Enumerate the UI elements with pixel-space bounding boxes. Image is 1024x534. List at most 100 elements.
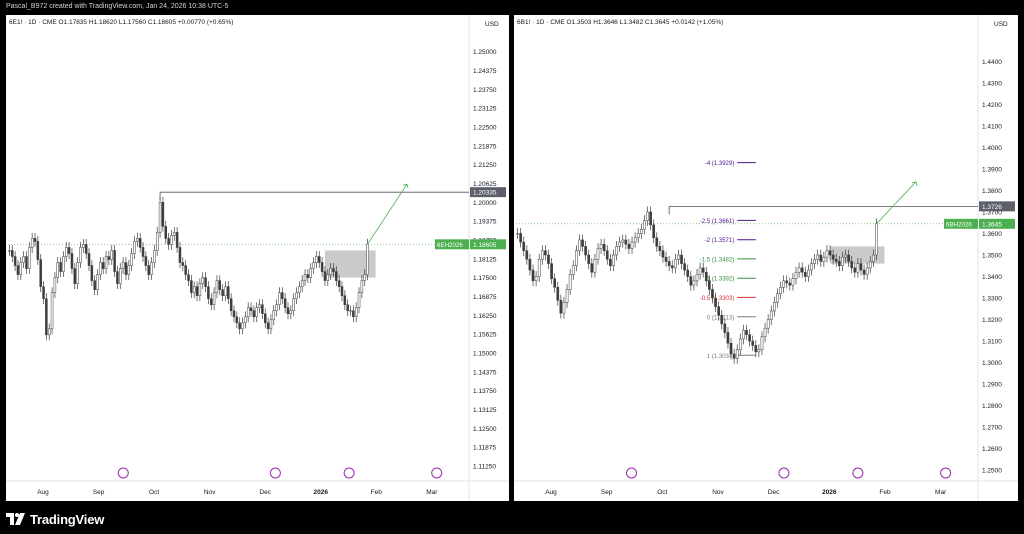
eur-candle-body-114 bbox=[332, 268, 335, 272]
gbp-candle-body-47 bbox=[661, 250, 665, 258]
gbp-candle-body-60 bbox=[701, 267, 705, 273]
eur-price-tag-bg bbox=[435, 239, 469, 250]
gbp-candle-body-41 bbox=[643, 220, 646, 230]
eur-candle-body-115 bbox=[335, 271, 338, 281]
gbp-candle-body-4 bbox=[528, 259, 532, 271]
eur-candle-body-60 bbox=[178, 247, 182, 263]
gbp-y-tick-1: 1.4300 bbox=[982, 80, 1002, 87]
eur-candle-body-14 bbox=[47, 328, 51, 336]
eur-candle-body-124 bbox=[360, 280, 364, 293]
eur-level-value-bg bbox=[470, 187, 506, 198]
gbp-candle-body-32 bbox=[615, 246, 618, 256]
gbp-candle-body-105 bbox=[841, 256, 844, 267]
eur-y-tick-14: 1.16250 bbox=[473, 313, 497, 320]
gbp-candle-body-95 bbox=[810, 263, 813, 271]
gbp-candle-body-42 bbox=[646, 211, 649, 221]
eur-candle-body-1 bbox=[11, 250, 14, 257]
gbp-candle-body-28 bbox=[602, 243, 606, 251]
eur-candle-body-71 bbox=[209, 298, 213, 305]
eur-y-tick-0: 1.25000 bbox=[473, 49, 497, 56]
eur-y-tick-12: 1.17500 bbox=[473, 275, 497, 282]
eur-candle-body-49 bbox=[147, 265, 150, 275]
eur-y-tick-22: 1.11250 bbox=[473, 463, 496, 470]
eur-y-tick-8: 1.20000 bbox=[473, 200, 497, 207]
chart-panel-eur[interactable]: 6E1! · 1D · CME O1.17835 H1.18620 L1.175… bbox=[6, 15, 509, 501]
gbp-candle-body-24 bbox=[590, 263, 594, 273]
eur-candle-body-92 bbox=[269, 319, 273, 330]
eur-candle-body-64 bbox=[190, 280, 193, 293]
eur-y-tick-3: 1.23125 bbox=[473, 106, 497, 113]
gbp-candle-body-106 bbox=[844, 254, 847, 258]
gbp-level-value-bg bbox=[979, 201, 1015, 212]
eur-event-marker-2 bbox=[343, 467, 355, 479]
eur-candle-body-68 bbox=[201, 277, 204, 284]
eur-candle-body-63 bbox=[187, 274, 190, 281]
gbp-candle-body-71 bbox=[735, 349, 739, 359]
gbp-candle-body-40 bbox=[639, 228, 643, 234]
gbp-candle-body-33 bbox=[618, 241, 621, 247]
gbp-candle-body-43 bbox=[649, 211, 652, 226]
gbp-candle-body-87 bbox=[785, 280, 789, 284]
gbp-candle-body-36 bbox=[627, 243, 631, 249]
gbp-candle-body-0 bbox=[516, 233, 519, 235]
eur-candle-body-31 bbox=[96, 274, 99, 290]
gbp-candle-body-70 bbox=[732, 353, 736, 359]
eur-x-tick-3: Nov bbox=[204, 489, 216, 496]
eur-candle-body-82 bbox=[241, 322, 244, 330]
gbp-candle-body-115 bbox=[872, 254, 875, 262]
eur-candle-body-45 bbox=[136, 238, 139, 242]
gbp-candle-body-94 bbox=[807, 269, 810, 277]
gbp-candle-body-55 bbox=[686, 269, 690, 277]
eur-candle-body-10 bbox=[36, 241, 40, 260]
gbp-candle-body-56 bbox=[689, 276, 693, 286]
eur-candle-body-81 bbox=[238, 322, 241, 330]
eur-candle-body-3 bbox=[16, 265, 20, 275]
eur-candle-body-58 bbox=[173, 232, 176, 236]
eur-candle-body-53 bbox=[158, 202, 162, 233]
eur-x-tick-6: Feb bbox=[371, 489, 383, 496]
eur-candle-body-85 bbox=[249, 307, 253, 311]
gbp-candle-body-38 bbox=[633, 237, 637, 243]
gbp-candle-body-113 bbox=[865, 267, 869, 275]
eur-candle-body-125 bbox=[363, 274, 366, 281]
gbp-candle-body-15 bbox=[562, 302, 566, 314]
gbp-candle-body-53 bbox=[680, 254, 683, 264]
gbp-y-tick-12: 1.3200 bbox=[982, 317, 1002, 324]
gbp-x-tick-6: Feb bbox=[879, 489, 891, 496]
gbp-candle-body-78 bbox=[757, 349, 761, 353]
gbp-candle-body-16 bbox=[565, 289, 569, 303]
gbp-candle-body-61 bbox=[704, 271, 708, 282]
chart-panel-gbp[interactable]: 6B1! · 1D · CME O1.3503 H1.3646 L1.3482 … bbox=[514, 15, 1018, 501]
eur-candle-body-103 bbox=[300, 280, 304, 287]
eur-candle-body-122 bbox=[354, 307, 358, 318]
eur-event-marker-3 bbox=[431, 467, 443, 479]
eur-candle-body-59 bbox=[175, 232, 179, 248]
eur-x-tick-0: Aug bbox=[37, 489, 49, 496]
gbp-y-tick-11: 1.3300 bbox=[982, 296, 1002, 303]
eur-candle-body-67 bbox=[198, 283, 202, 296]
gbp-y-tick-14: 1.3000 bbox=[982, 360, 1002, 367]
eur-target-arrow-head bbox=[402, 183, 409, 189]
eur-candle-body-113 bbox=[329, 268, 332, 275]
eur-candle-body-42 bbox=[127, 265, 131, 275]
eur-candle-body-97 bbox=[283, 298, 287, 308]
tradingview-logo-icon bbox=[6, 513, 25, 525]
eur-candle-body-9 bbox=[33, 238, 37, 242]
eur-level-value: 1.20335 bbox=[473, 190, 497, 197]
eur-candle-body-73 bbox=[215, 280, 219, 293]
gbp-candle-body-85 bbox=[779, 287, 782, 294]
tradingview-footer: TradingView bbox=[6, 510, 104, 528]
eur-x-tick-7: Mar bbox=[426, 489, 438, 496]
gbp-candle-body-12 bbox=[553, 278, 557, 288]
eur-candle-body-7 bbox=[28, 247, 31, 269]
gbp-candle-body-25 bbox=[593, 259, 597, 273]
eur-candle-body-8 bbox=[30, 238, 34, 248]
eur-price-tag: 6EH2026 bbox=[437, 242, 463, 249]
gbp-candle-body-31 bbox=[612, 254, 615, 267]
eur-candle-body-89 bbox=[261, 304, 264, 315]
eur-chart-svg: 6E1! · 1D · CME O1.17835 H1.18620 L1.175… bbox=[6, 15, 509, 501]
eur-candle-body-111 bbox=[323, 271, 327, 281]
gbp-candle-body-8 bbox=[540, 250, 544, 260]
eur-candle-body-75 bbox=[221, 289, 224, 296]
eur-candle-body-112 bbox=[326, 274, 330, 281]
